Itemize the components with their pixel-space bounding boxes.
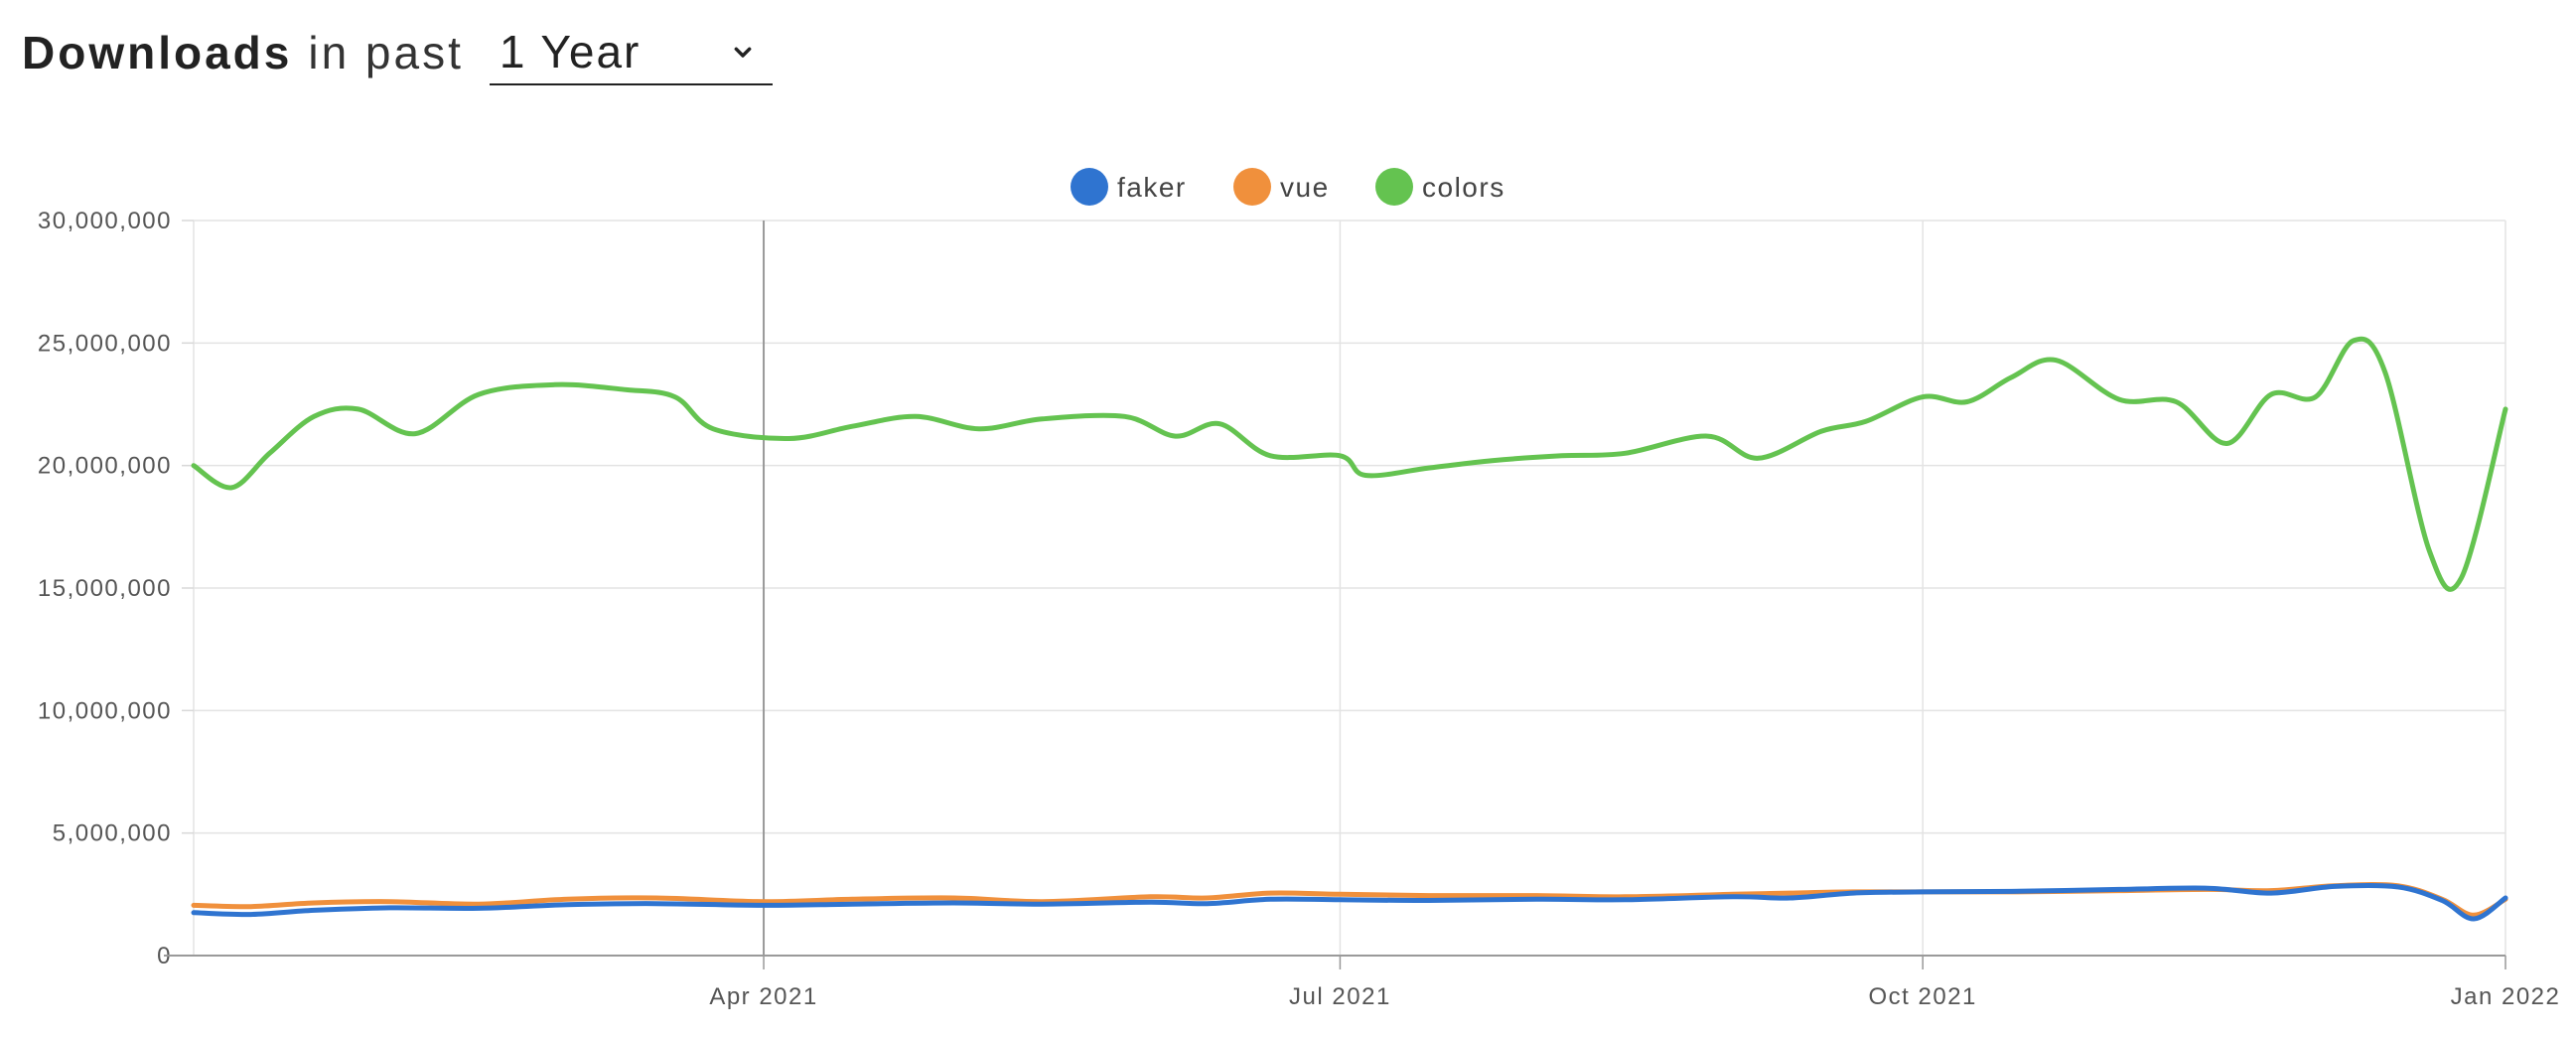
series-line-colors: [191, 336, 2508, 592]
series-line-faker: [191, 882, 2508, 922]
legend-swatch: [1071, 168, 1108, 206]
x-tick-label: Jul 2021: [1289, 983, 1391, 1010]
page-title: Downloads: [22, 27, 293, 78]
y-tick-label: 15,000,000: [38, 575, 172, 602]
y-tick-label: 20,000,000: [38, 453, 172, 480]
legend-label: colors: [1422, 172, 1505, 203]
y-tick-label: 0: [157, 943, 172, 969]
chevron-down-icon: [734, 47, 752, 58]
legend-label: vue: [1280, 172, 1330, 203]
title-suffix: in past: [308, 27, 464, 78]
legend-item-colors[interactable]: colors: [1375, 168, 1505, 206]
legend-swatch: [1375, 168, 1413, 206]
period-select-value: 1 Year: [499, 26, 642, 77]
legend-item-faker[interactable]: faker: [1071, 168, 1187, 206]
legend-swatch: [1233, 168, 1271, 206]
x-tick-label: Oct 2021: [1869, 983, 1977, 1010]
period-select[interactable]: 1 Year: [489, 20, 773, 85]
y-tick-label: 5,000,000: [53, 820, 172, 847]
x-tick-label: Jan 2022: [2451, 983, 2561, 1010]
legend-item-vue[interactable]: vue: [1233, 168, 1330, 206]
axes: 0 5,000,000 10,000,000 15,000,000 20,000,000…: [38, 208, 2561, 1010]
y-tick-label: 10,000,000: [38, 697, 172, 724]
chart-header: Downloads in past 1 Year: [22, 18, 773, 87]
y-tick-label: 25,000,000: [38, 330, 172, 357]
y-tick-label: 30,000,000: [38, 208, 172, 234]
x-tick-label: Apr 2021: [709, 983, 817, 1010]
legend: faker vue colors: [1071, 168, 1505, 206]
legend-label: faker: [1117, 172, 1187, 203]
grid: [193, 220, 2506, 956]
series-lines: [191, 336, 2508, 922]
